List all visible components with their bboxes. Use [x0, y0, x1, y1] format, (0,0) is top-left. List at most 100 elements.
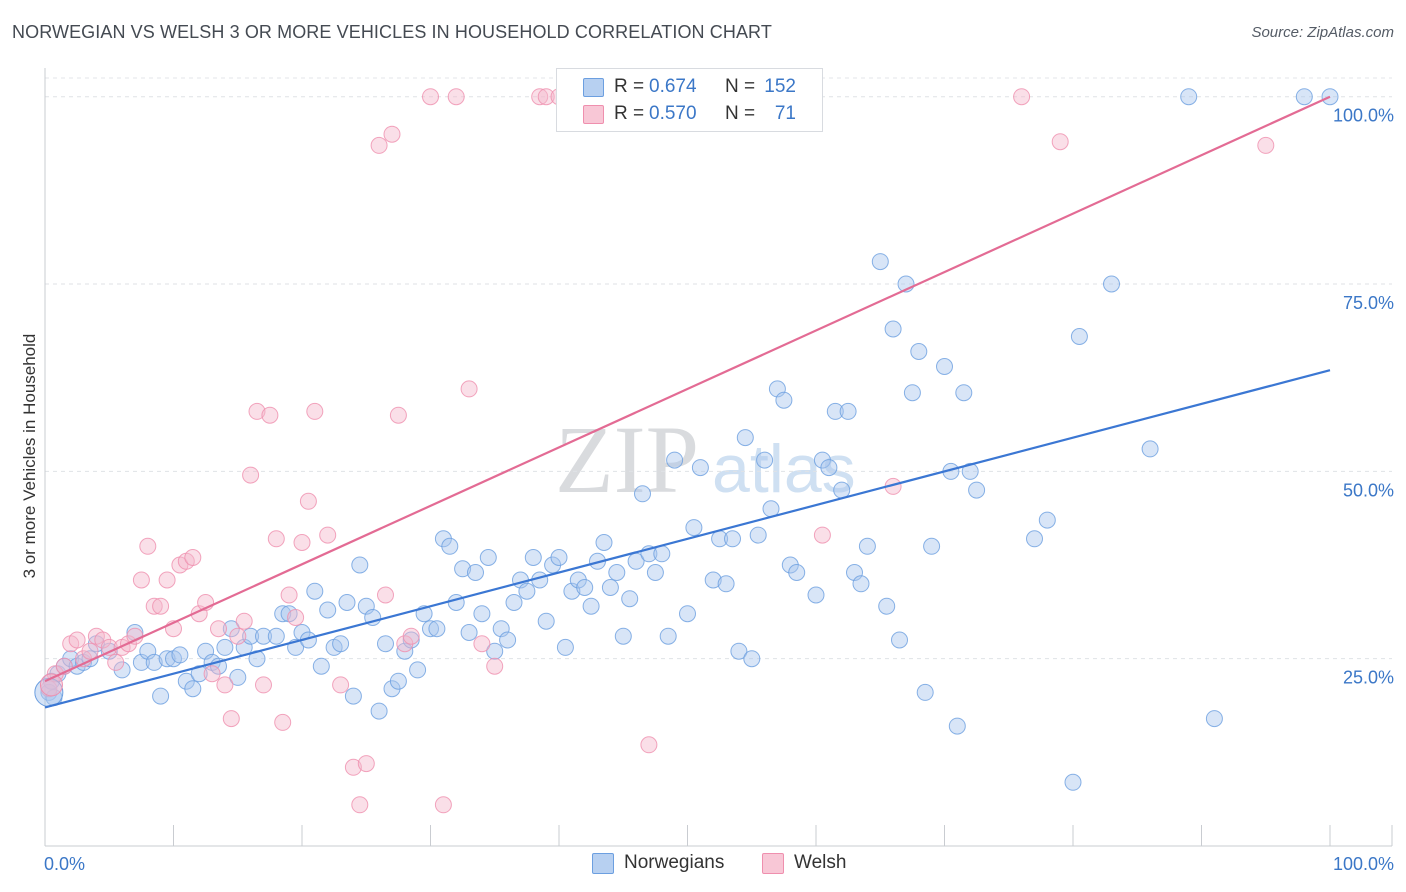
chart-title: NORWEGIAN VS WELSH 3 OR MORE VEHICLES IN…	[12, 22, 772, 42]
welsh-point	[370, 136, 388, 154]
welsh-point	[139, 537, 157, 555]
norwegians-legend-label: Norwegians	[624, 852, 725, 873]
welsh-point	[1051, 133, 1069, 151]
r-value: 0.570	[649, 103, 697, 124]
norwegians-point	[968, 481, 986, 499]
norwegians-point	[685, 519, 703, 537]
watermark-zip: ZIP	[555, 406, 699, 513]
welsh-point	[402, 627, 420, 645]
welsh-point	[460, 380, 478, 398]
norwegians-point	[717, 575, 735, 593]
welsh-point	[68, 631, 86, 649]
welsh-legend-label: Welsh	[794, 852, 847, 873]
welsh-point	[132, 571, 150, 589]
welsh-point	[1257, 136, 1275, 154]
welsh-point	[447, 88, 465, 106]
welsh-point	[389, 406, 407, 424]
norwegians-point	[454, 560, 472, 578]
norwegians-point	[666, 451, 684, 469]
welsh-point	[248, 402, 266, 420]
welsh-point	[287, 609, 305, 626]
norwegians-point	[344, 687, 362, 705]
norwegians-point	[775, 391, 793, 409]
welsh-point	[293, 534, 311, 551]
norwegians-point	[955, 384, 973, 402]
norwegians-point	[910, 343, 928, 360]
welsh-trend-line	[44, 95, 1331, 683]
norwegians-point	[743, 650, 761, 668]
legend-row-norwegians: R = 0.674 N = 152	[557, 74, 822, 100]
norwegians-point	[704, 571, 722, 589]
norwegians-point	[858, 537, 876, 555]
norwegians-trend-line	[44, 369, 1331, 709]
norwegians-point	[826, 402, 844, 420]
norwegians-point	[190, 665, 208, 683]
norwegians-point	[550, 549, 568, 566]
x-tick-label-max: 100.0%	[1333, 854, 1394, 874]
norwegians-point	[479, 549, 497, 566]
norwegians-point	[653, 545, 671, 563]
x-tick-label-min: 0.0%	[44, 854, 85, 874]
norwegians-point	[255, 627, 272, 645]
norwegians-point	[332, 635, 350, 653]
norwegians-point	[595, 534, 613, 551]
n-value: 71	[774, 103, 796, 124]
welsh-point	[813, 526, 831, 544]
n-label: N =	[725, 103, 756, 124]
r-label: R =	[614, 76, 645, 97]
n-label: N =	[725, 76, 756, 97]
norwegians-point	[749, 526, 767, 544]
norwegians-point	[216, 638, 234, 656]
norwegians-point	[1180, 88, 1198, 106]
r-value: 0.674	[649, 76, 697, 97]
welsh-point	[274, 713, 292, 731]
norwegians-point	[1064, 773, 1082, 791]
welsh-point	[158, 571, 176, 589]
norwegians-point	[923, 537, 941, 555]
r-label: R =	[614, 103, 645, 124]
norwegians-point	[441, 537, 459, 555]
trend-lines	[44, 95, 1331, 709]
norwegians-point	[1295, 88, 1313, 106]
y-axis-label: 3 or more Vehicles in Household	[20, 333, 39, 579]
norwegians-point	[267, 627, 285, 645]
norwegians-point	[409, 661, 427, 679]
welsh-point	[235, 612, 253, 630]
welsh-point	[537, 88, 555, 106]
welsh-point	[267, 530, 285, 548]
norwegians-point	[499, 631, 517, 649]
data-points	[34, 88, 1339, 814]
norwegians-point	[184, 680, 202, 698]
norwegians-point	[807, 586, 825, 604]
welsh-point	[1013, 88, 1031, 106]
norwegians-point	[467, 564, 484, 581]
norwegians-point	[312, 657, 330, 675]
norwegians-point	[486, 642, 504, 660]
norwegians-point	[916, 683, 934, 701]
welsh-point	[377, 586, 394, 604]
norwegians-point	[152, 687, 170, 705]
welsh-point	[383, 125, 401, 143]
norwegians-point	[646, 564, 664, 581]
stats-legend: R = 0.674 N = 152 R = 0.570 N = 71	[556, 68, 823, 132]
norwegians-point	[621, 590, 639, 608]
welsh-point	[107, 653, 125, 671]
norwegians-point	[582, 597, 600, 615]
norwegians-point	[505, 594, 523, 611]
tick-labels: 25.0% 50.0% 75.0% 100.0% 0.0% 100.0%	[44, 106, 1394, 874]
welsh-point	[434, 796, 452, 814]
grid-lines	[45, 77, 1392, 660]
welsh-point	[319, 526, 337, 544]
norwegians-point	[1103, 275, 1120, 293]
welsh-point	[152, 597, 170, 615]
norwegians-point	[274, 605, 292, 623]
norwegians-point	[936, 358, 953, 375]
norwegians-point	[524, 549, 542, 566]
norwegians-point	[518, 582, 536, 600]
norwegians-point	[1141, 440, 1159, 458]
norwegians-point	[903, 384, 921, 402]
norwegians-point	[473, 605, 491, 623]
norwegians-point	[608, 564, 626, 581]
norwegians-point	[891, 631, 908, 649]
